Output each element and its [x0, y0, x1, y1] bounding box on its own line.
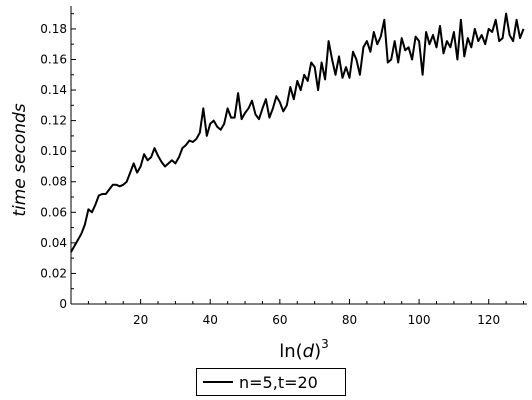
y-tick-label: 0.14	[40, 83, 67, 97]
x-tick-label: 120	[477, 313, 500, 327]
legend-swatch	[203, 381, 233, 383]
x-axis-title-base: ln	[279, 341, 295, 362]
y-axis: 0 0.02 0.04 0.06 0.08 0.10 0.12 0.14 0.16 0.18	[40, 6, 76, 311]
y-tick-label: 0.16	[40, 52, 67, 66]
x-axis-title-var: d	[303, 341, 315, 362]
x-axis-title: ln(d)3	[279, 337, 329, 362]
x-axis-title-exponent: 3	[321, 337, 329, 351]
y-tick-label: 0	[59, 297, 67, 311]
y-tick-label: 0.12	[40, 114, 67, 128]
y-tick-label: 0.06	[40, 205, 67, 219]
y-tick-label: 0.04	[40, 236, 67, 250]
y-tick-label: 0.08	[40, 175, 67, 189]
legend-label: n=5,t=20	[239, 372, 318, 392]
y-tick-label: 0.10	[40, 144, 67, 158]
x-axis: 20 40 60 80 100 120	[71, 299, 527, 327]
x-tick-label: 40	[203, 313, 218, 327]
x-tick-label: 60	[272, 313, 287, 327]
y-axis-title: time seconds	[10, 103, 30, 216]
x-tick-label: 80	[342, 313, 357, 327]
series-line-0	[70, 12, 525, 253]
y-tick-label: 0.02	[40, 266, 67, 280]
y-tick-label: 0.18	[40, 22, 67, 36]
legend: n=5,t=20	[196, 368, 346, 396]
x-tick-label: 20	[133, 313, 148, 327]
plot-area	[70, 12, 525, 253]
svg-text:ln(d)3: ln(d)3	[279, 337, 329, 362]
x-tick-label: 100	[408, 313, 431, 327]
